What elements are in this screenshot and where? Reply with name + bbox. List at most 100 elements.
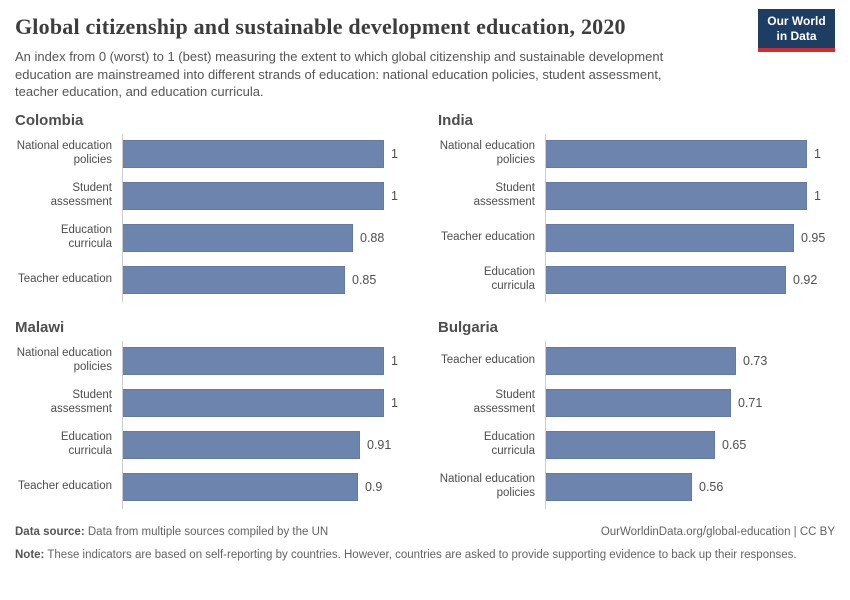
bar-area: 0.85 — [122, 265, 412, 294]
bar[interactable] — [545, 265, 786, 294]
bar-area: 0.91 — [122, 430, 412, 459]
charts-grid: Colombia National education policies 1 S… — [15, 112, 835, 509]
panel-title: India — [438, 111, 474, 129]
chart-panel-india: India National education policies 1 Stud… — [438, 112, 835, 302]
panel-title: Bulgaria — [438, 318, 499, 336]
bar[interactable] — [122, 181, 384, 210]
bar-row: Student assessment 1 — [438, 181, 835, 210]
owid-logo-text-line1: Our World — [767, 14, 826, 29]
bar[interactable] — [545, 223, 794, 252]
bar[interactable] — [122, 346, 384, 375]
bar-row: Teacher education 0.73 — [438, 346, 835, 375]
category-label: Teacher education — [18, 480, 112, 493]
bar-area: 0.88 — [122, 223, 412, 252]
bar-row: Education curricula 0.91 — [15, 430, 412, 459]
bar[interactable] — [545, 139, 807, 168]
bar-area: 0.56 — [545, 472, 835, 501]
bar[interactable] — [122, 265, 345, 294]
bar-value-label: 1 — [391, 395, 398, 410]
bar-area: 1 — [122, 181, 412, 210]
chart-panel-colombia: Colombia National education policies 1 S… — [15, 112, 412, 302]
bar-row: National education policies 1 — [15, 346, 412, 375]
note-text: These indicators are based on self-repor… — [47, 548, 797, 561]
category-label: Student assessment — [473, 389, 535, 415]
bar-row: Teacher education 0.95 — [438, 223, 835, 252]
data-source: Data source: Data from multiple sources … — [15, 526, 328, 538]
bar-value-label: 0.56 — [699, 479, 724, 494]
data-source-label: Data source: — [15, 525, 85, 538]
category-label: Teacher education — [441, 231, 535, 244]
data-source-text: Data from multiple sources compiled by t… — [87, 525, 329, 538]
bar-area: 1 — [122, 346, 412, 375]
bar-row: National education policies 0.56 — [438, 472, 835, 501]
bar-area: 1 — [122, 139, 412, 168]
bar-value-label: 0.92 — [793, 272, 818, 287]
bar[interactable] — [545, 472, 692, 501]
bar[interactable] — [545, 181, 807, 210]
panel-title: Colombia — [15, 111, 84, 129]
category-label: Education curricula — [60, 224, 112, 250]
bar-area: 1 — [545, 139, 835, 168]
bar-area: 0.9 — [122, 472, 412, 501]
category-label: Teacher education — [18, 273, 112, 286]
footer: Data source: Data from multiple sources … — [15, 526, 835, 563]
source-line: Data source: Data from multiple sources … — [15, 526, 835, 538]
bar-row: Education curricula 0.65 — [438, 430, 835, 459]
bar[interactable] — [122, 430, 360, 459]
bar-value-label: 0.85 — [352, 272, 377, 287]
bar-area: 1 — [122, 388, 412, 417]
bar-row: Student assessment 0.71 — [438, 388, 835, 417]
chart-body: National education policies 1 Student as… — [15, 133, 412, 302]
owid-logo: Our World in Data — [758, 9, 835, 52]
bar[interactable] — [545, 346, 736, 375]
category-label: National education policies — [439, 140, 535, 166]
panel-title: Malawi — [15, 318, 65, 336]
category-label: Education curricula — [60, 431, 112, 457]
attribution-link[interactable]: OurWorldinData.org/global-education | CC… — [600, 525, 835, 538]
category-label: National education policies — [16, 140, 112, 166]
bar-row: Education curricula 0.92 — [438, 265, 835, 294]
category-label: Education curricula — [483, 266, 535, 292]
bar-value-label: 0.65 — [722, 437, 747, 452]
bar-value-label: 1 — [391, 353, 398, 368]
bar-area: 0.65 — [545, 430, 835, 459]
value-axis — [545, 340, 546, 509]
bar-value-label: 0.73 — [743, 353, 768, 368]
category-label: Teacher education — [441, 354, 535, 367]
bar-area: 0.92 — [545, 265, 835, 294]
note: Note: These indicators are based on self… — [15, 547, 807, 563]
bar-value-label: 0.95 — [801, 230, 826, 245]
bar-area: 1 — [545, 181, 835, 210]
bar-value-label: 1 — [814, 188, 821, 203]
bar-value-label: 1 — [391, 146, 398, 161]
note-label: Note: — [15, 548, 45, 561]
bar-row: Student assessment 1 — [15, 181, 412, 210]
value-axis — [545, 133, 546, 302]
bar[interactable] — [122, 388, 384, 417]
bar-value-label: 0.71 — [738, 395, 763, 410]
bar[interactable] — [122, 139, 384, 168]
category-label: Student assessment — [473, 182, 535, 208]
bar-area: 0.71 — [545, 388, 835, 417]
bar[interactable] — [122, 472, 358, 501]
chart-panel-bulgaria: Bulgaria Teacher education 0.73 Student … — [438, 319, 835, 509]
category-label: National education policies — [16, 347, 112, 373]
bar[interactable] — [545, 430, 715, 459]
bar-row: Teacher education 0.9 — [15, 472, 412, 501]
chart-body: Teacher education 0.73 Student assessmen… — [438, 340, 835, 509]
owid-logo-text-line2: in Data — [776, 28, 817, 43]
chart-body: National education policies 1 Student as… — [438, 133, 835, 302]
page-subtitle: An index from 0 (worst) to 1 (best) meas… — [15, 49, 664, 100]
chart-panel-malawi: Malawi National education policies 1 Stu… — [15, 319, 412, 509]
bar-row: National education policies 1 — [438, 139, 835, 168]
bar-area: 0.95 — [545, 223, 835, 252]
category-label: Student assessment — [50, 182, 112, 208]
category-label: Student assessment — [50, 389, 112, 415]
page-title: Global citizenship and sustainable devel… — [15, 14, 626, 39]
bar-row: National education policies 1 — [15, 139, 412, 168]
value-axis — [122, 133, 123, 302]
bar-area: 0.73 — [545, 346, 835, 375]
bar-value-label: 0.91 — [367, 437, 392, 452]
bar[interactable] — [122, 223, 353, 252]
bar[interactable] — [545, 388, 731, 417]
